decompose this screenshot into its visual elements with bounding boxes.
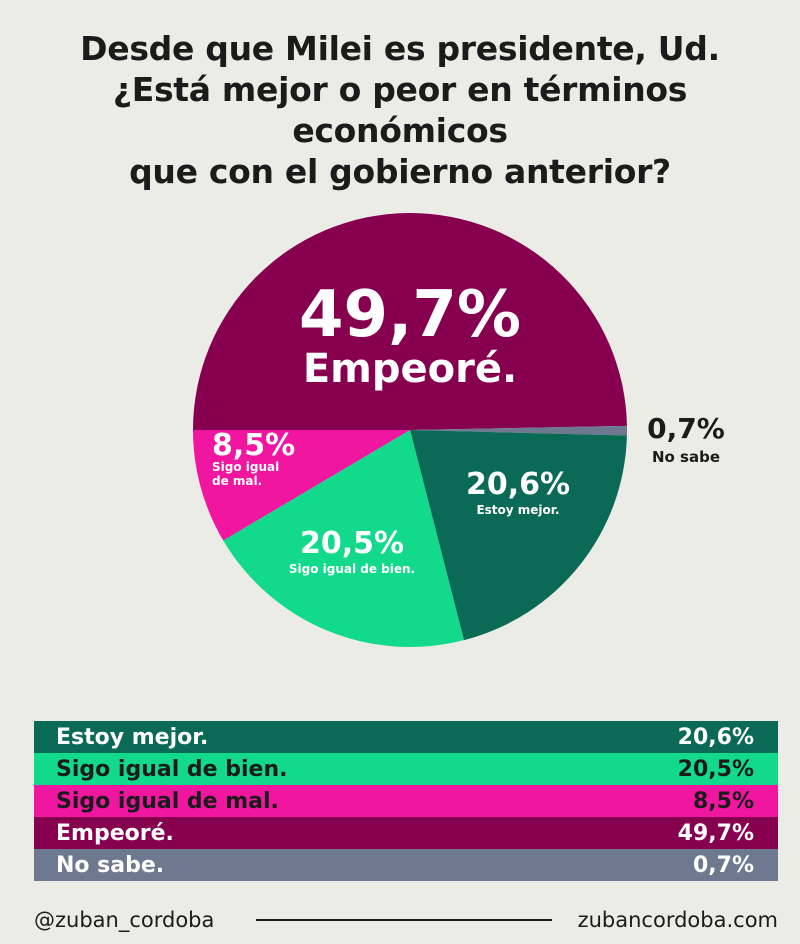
slice-category-label: Empeoré. — [303, 346, 517, 392]
slice-category-label: Sigo igual — [212, 460, 279, 474]
row-label: Empeoré. — [56, 820, 174, 846]
pie-slice — [193, 430, 410, 541]
slice-value-label: 0,7% — [647, 412, 725, 445]
chart-title: Desde que Milei es presidente, Ud. ¿Está… — [20, 28, 780, 192]
table-row: Empeoré. 49,7% — [34, 817, 778, 849]
table-row: No sabe. 0,7% — [34, 849, 778, 881]
footer-divider — [256, 919, 552, 921]
pie-slice — [410, 425, 627, 436]
pie-slice — [193, 213, 627, 430]
pie-slice — [223, 430, 464, 647]
slice-category-label: No sabe — [652, 448, 720, 466]
row-value: 20,6% — [677, 724, 754, 750]
slice-value-label: 49,7% — [299, 278, 521, 352]
slice-category-label: Estoy mejor. — [476, 503, 559, 517]
slice-value-label: 20,6% — [466, 467, 570, 502]
row-value: 20,5% — [677, 756, 754, 782]
footer-handle: @zuban_cordoba — [34, 908, 215, 932]
table-row: Sigo igual de mal. 8,5% — [34, 785, 778, 817]
table-row: Estoy mejor. 20,6% — [34, 721, 778, 753]
row-label: Sigo igual de mal. — [56, 788, 279, 814]
title-line-2: ¿Está mejor o peor en términos económico… — [112, 70, 688, 150]
row-label: No sabe. — [56, 852, 165, 878]
slice-value-label: 20,5% — [300, 526, 404, 561]
slice-value-label: 8,5% — [212, 428, 295, 463]
slice-category-label: de mal. — [212, 474, 262, 488]
footer: @zuban_cordoba zubancordoba.com — [34, 905, 778, 935]
results-table: Estoy mejor. 20,6% Sigo igual de bien. 2… — [34, 721, 778, 881]
pie-slice — [410, 430, 627, 641]
table-row: Sigo igual de bien. 20,5% — [34, 753, 778, 785]
row-value: 0,7% — [692, 852, 754, 878]
footer-website: zubancordoba.com — [577, 908, 778, 932]
pie-chart: 49,7%Empeoré. 0,7% No sabe 20,6%Estoy mejor… — [193, 213, 725, 647]
row-value: 49,7% — [677, 820, 754, 846]
row-label: Estoy mejor. — [56, 724, 209, 750]
title-line-3: que con el gobierno anterior? — [129, 152, 671, 191]
row-label: Sigo igual de bien. — [56, 756, 288, 782]
title-line-1: Desde que Milei es presidente, Ud. — [80, 29, 720, 68]
row-value: 8,5% — [692, 788, 754, 814]
slice-category-label: Sigo igual de bien. — [289, 562, 415, 576]
